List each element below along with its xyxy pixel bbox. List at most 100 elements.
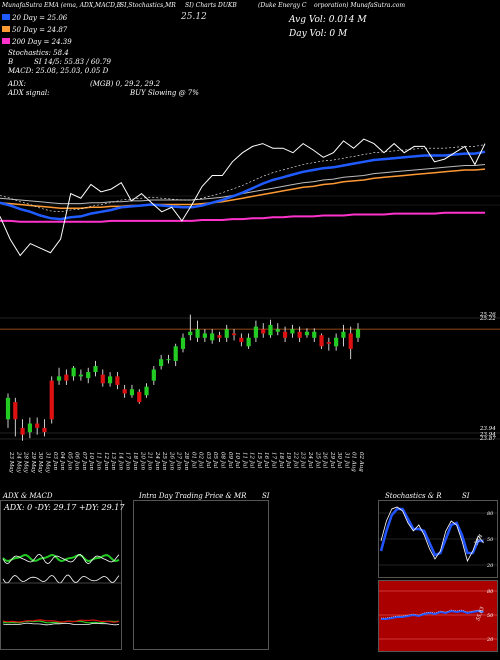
candle-body <box>151 369 156 381</box>
candle-body <box>290 329 295 334</box>
close-price-line <box>0 138 486 257</box>
candle-body <box>144 386 149 396</box>
x-tick-label: 01 Aug <box>351 452 357 472</box>
candle-body <box>246 337 251 347</box>
rsi-tick: 80 <box>487 589 494 595</box>
header-title: MunafaSutra EMA (ema, ADX,MACD,B <box>2 2 121 9</box>
header-left: MunafaSutra EMA (ema, ADX,MACD,B <box>2 2 122 9</box>
x-tick-label: 26 Jul <box>322 451 328 468</box>
intraday-si: SI <box>262 492 270 500</box>
adx-dip-line <box>2 554 120 563</box>
candle-body <box>355 329 361 338</box>
x-tick-label: 23 Jul <box>300 451 306 468</box>
candle-body <box>210 333 215 341</box>
adx-panel-title: ADX & MACD <box>3 492 53 500</box>
candle-body <box>224 329 229 338</box>
candle-body <box>334 337 339 347</box>
candle-body <box>100 374 105 384</box>
x-tick-label: 30 Jul <box>336 452 342 468</box>
candle-body <box>64 374 69 381</box>
rsi-b: B <box>8 58 14 66</box>
adx-label: ADX: <box>8 80 27 88</box>
ema50-value: 50 Day = 24.87 <box>2 26 67 34</box>
stoch-tick: 80 <box>487 511 494 517</box>
candle-body <box>261 329 266 334</box>
x-tick-label: 16 Jul <box>263 452 269 468</box>
adx-mgb: (MGB) 0, 29.2, 29.2 <box>90 80 161 88</box>
x-tick-label: 10 Jul <box>234 452 240 468</box>
ema200-line <box>0 211 485 223</box>
x-tick-label: 11 Jun <box>96 452 102 470</box>
stochastics-value: Stochastics: 58.4 <box>8 49 69 57</box>
candle-body <box>78 374 84 377</box>
macd-value: MACD: 25.08, 25.03, 0.05 D <box>8 67 109 75</box>
x-tick-label: 07 Jun <box>81 452 87 470</box>
candle-body <box>20 427 25 435</box>
x-tick-label: 30 May <box>37 452 43 474</box>
y-tick-label: 25.22 <box>480 315 496 322</box>
x-tick-label: 23 May <box>8 451 14 474</box>
x-tick-label: 29 Jul <box>329 451 335 468</box>
current-price: 25.12 <box>181 12 207 22</box>
day-volume: Day Vol: 0 M <box>289 29 348 39</box>
candle-body <box>348 333 353 349</box>
stochastics-plot: 80 50 20 58.4 <box>379 506 497 569</box>
y-tick-label: 23.94 <box>480 431 496 438</box>
x-tick-label: 24 Jun <box>154 451 160 470</box>
x-tick-label: 18 Jul <box>278 452 284 468</box>
ema20-value: 20 Day = 25.06 <box>2 14 67 22</box>
candle-body <box>93 366 98 373</box>
x-tick-label: 25 Jul <box>314 451 320 468</box>
candle-body <box>319 335 324 347</box>
candle-body <box>188 331 193 336</box>
candle-body <box>71 367 76 377</box>
rsi-panel: 80 50 20 55.83 <box>378 580 498 652</box>
adx-din-line <box>2 553 120 565</box>
stoch-tick: 20 <box>486 563 494 569</box>
candle-body <box>86 372 91 379</box>
x-tick-label: 26 Jun <box>168 451 174 470</box>
stoch-tick: 50 <box>487 537 494 543</box>
x-tick-label: 08 Jul <box>219 452 225 468</box>
x-tick-label: 25 Jun <box>161 451 167 470</box>
x-tick-label: 20 Jun <box>139 451 145 470</box>
candle-body <box>217 335 222 338</box>
x-tick-label: 31 Jul <box>343 452 349 468</box>
candle-body <box>35 423 40 428</box>
x-tick-label: 05 Jun <box>66 452 72 470</box>
x-tick-label: 11 Jul <box>241 452 247 468</box>
ema20-swatch <box>2 14 10 20</box>
candle-body <box>115 376 120 385</box>
candle-body <box>5 397 11 420</box>
x-tick-label: 29 May <box>30 451 36 474</box>
macd-diff-line <box>2 622 120 626</box>
ema200-swatch <box>2 38 10 44</box>
adx-panel-values: ADX: 0 -DY: 29.17 +DY: 29.17 <box>4 503 125 512</box>
y-tick-label: 23.94 <box>480 426 496 433</box>
x-tick-label: 02 Jul <box>198 452 204 468</box>
x-tick-label: 01 Jul <box>190 452 196 468</box>
x-tick-label: 19 Jul <box>285 452 291 468</box>
x-tick-label: 05 Jul <box>212 452 218 468</box>
header-ticker: SI) Charts DUKB <box>185 2 237 9</box>
x-tick-label: 06 Jun <box>74 452 80 470</box>
header-company: (Duke Energy C <box>258 2 307 9</box>
adx-signal-value: BUY Slowing @ 7% <box>130 89 199 97</box>
avg-volume: Avg Vol: 0.014 M <box>289 15 367 25</box>
x-tick-label: 03 Jul <box>205 452 211 468</box>
x-tick-label: 22 Jul <box>292 451 298 468</box>
candle-body <box>341 331 346 338</box>
stochastics-panel: 80 50 20 58.4 <box>378 500 498 578</box>
candle-body <box>107 376 113 384</box>
adx-macd-panel: ADX: 0 -DY: 29.17 +DY: 29.17 <box>0 500 125 650</box>
x-tick-label: 21 Jun <box>147 451 153 470</box>
price-chart: 23 May 24 May 28 May 29 May 30 May 31 May 03 J… <box>0 138 500 474</box>
candle-body <box>239 337 244 343</box>
y-tick-label: 25.26 <box>480 312 496 319</box>
intraday-title: Intra Day Trading Price & MR <box>139 492 247 500</box>
x-tick-label: 31 May <box>44 452 50 474</box>
candle-body <box>304 331 310 336</box>
bollinger-upper <box>0 144 486 213</box>
candle-body <box>27 423 32 433</box>
x-tick-label: 03 Jun <box>52 452 58 470</box>
